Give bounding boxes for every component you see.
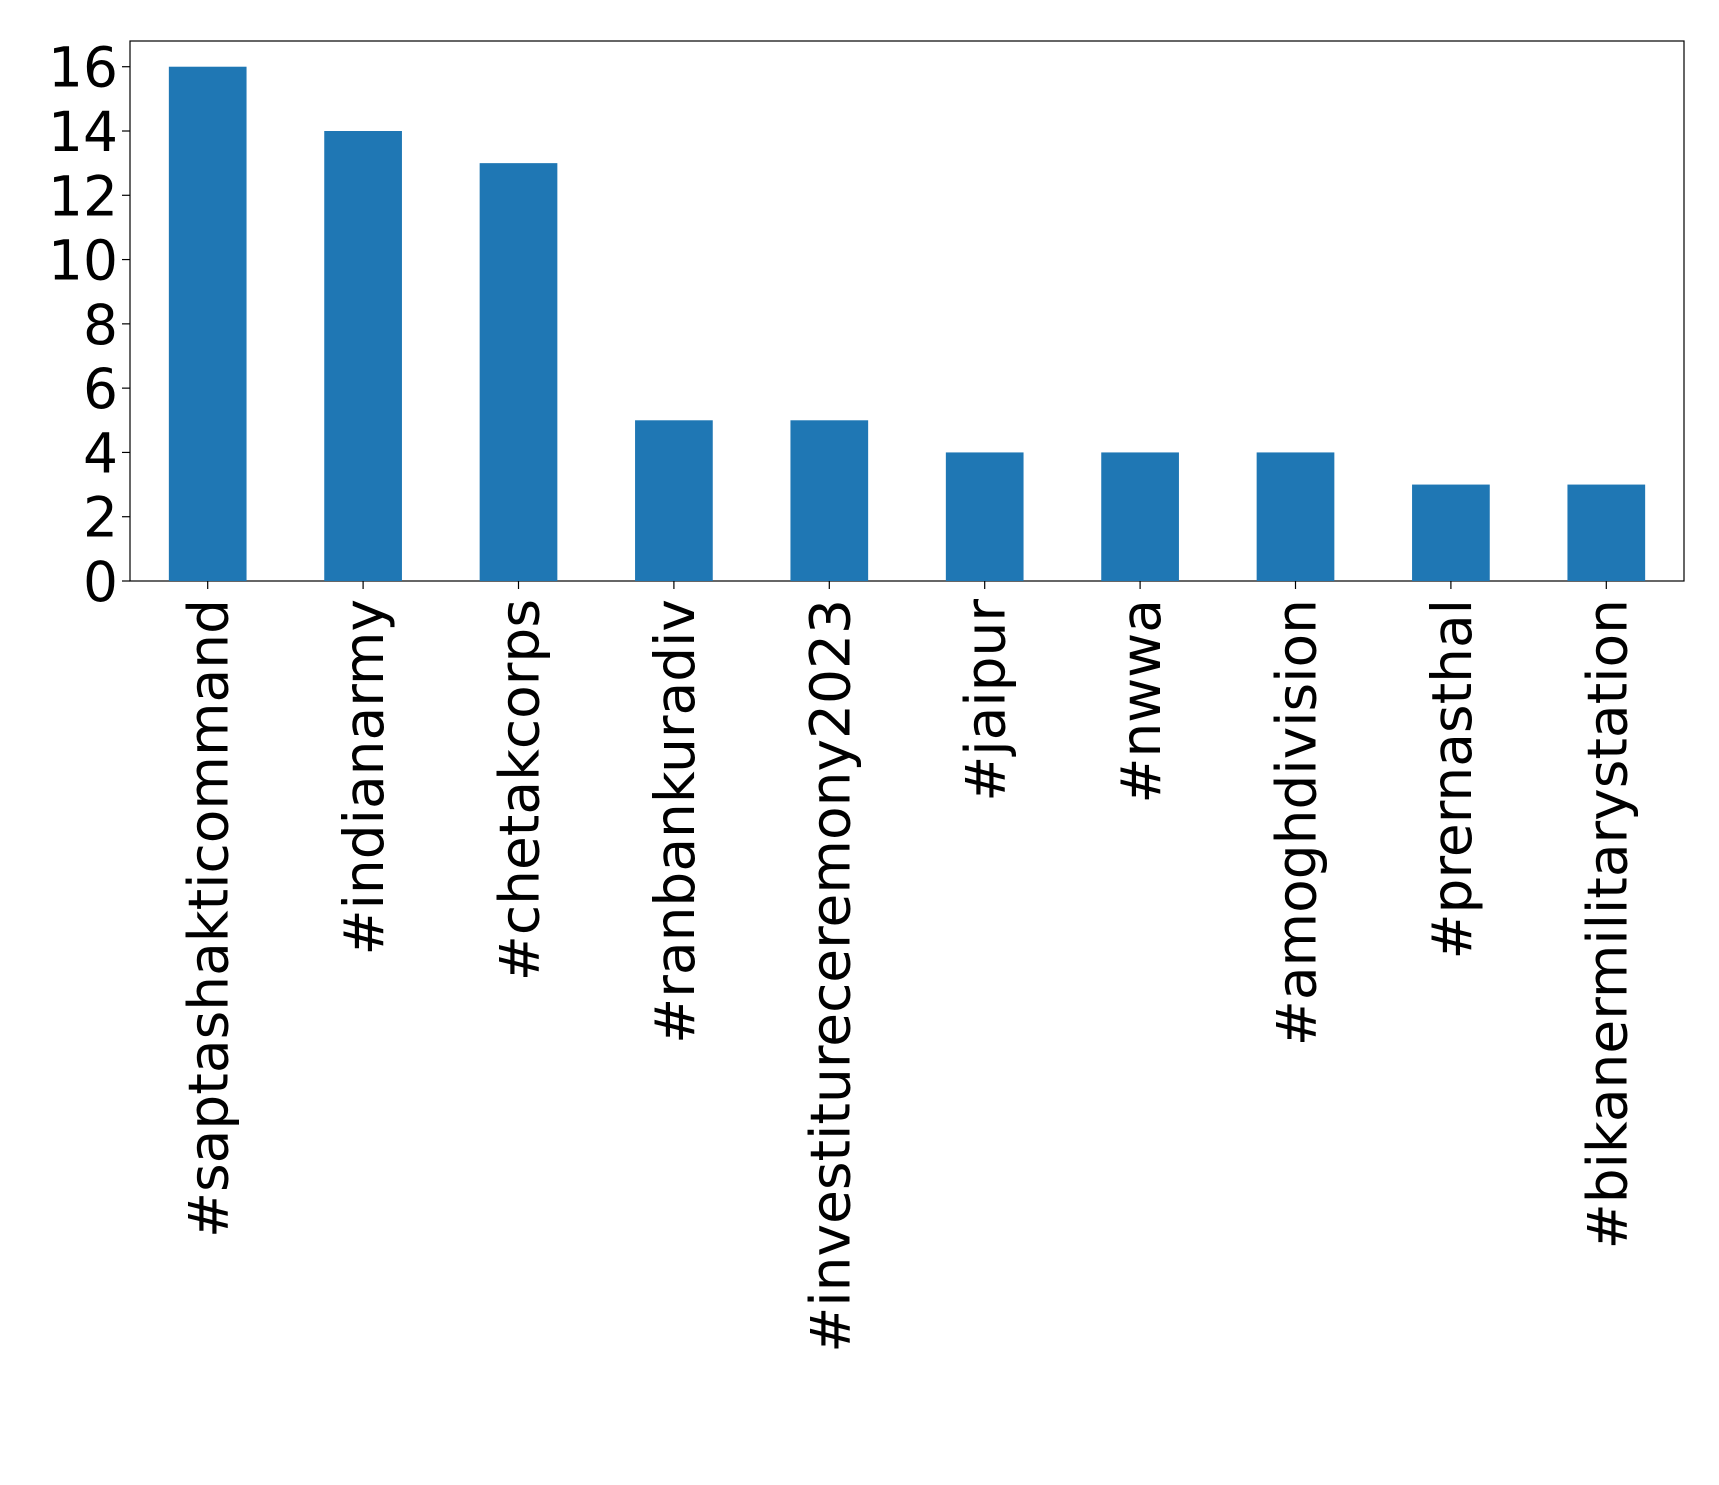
x-tick-label: #prernasthal <box>1420 599 1484 960</box>
y-tick-label: 2 <box>83 486 118 550</box>
x-tick-label: #amoghdivision <box>1265 599 1329 1046</box>
bar <box>1256 452 1335 581</box>
x-tick-label: #jaipur <box>954 599 1018 802</box>
y-tick-label: 16 <box>48 36 118 100</box>
bar <box>635 420 713 581</box>
bar <box>324 131 402 581</box>
y-tick-label: 14 <box>48 100 118 164</box>
bar <box>168 66 247 581</box>
x-tick-label: #indianarmy <box>332 599 396 955</box>
x-tick-label: #chetakcorps <box>488 599 552 981</box>
x-tick-label: #saptashakticommand <box>177 599 241 1238</box>
plot-frame <box>129 40 1685 582</box>
bar <box>790 420 869 581</box>
bar <box>1567 484 1646 581</box>
x-tick-label: #ranbankuradiv <box>643 599 707 1044</box>
y-tick-label: 12 <box>48 164 118 228</box>
bar <box>1101 452 1179 581</box>
bar <box>479 163 558 581</box>
y-tick-label: 8 <box>83 293 118 357</box>
y-tick-label: 4 <box>83 421 118 485</box>
x-tick-label: #nwwa <box>1109 599 1173 804</box>
bar <box>1412 484 1490 581</box>
bar <box>945 452 1024 581</box>
y-tick-label: 6 <box>83 357 118 421</box>
y-tick-label: 10 <box>48 229 118 293</box>
x-tick-label: #bikanermilitarystation <box>1575 599 1639 1249</box>
x-tick-label: #investitureceremony2023 <box>798 599 862 1353</box>
y-tick-label: 0 <box>83 550 118 614</box>
